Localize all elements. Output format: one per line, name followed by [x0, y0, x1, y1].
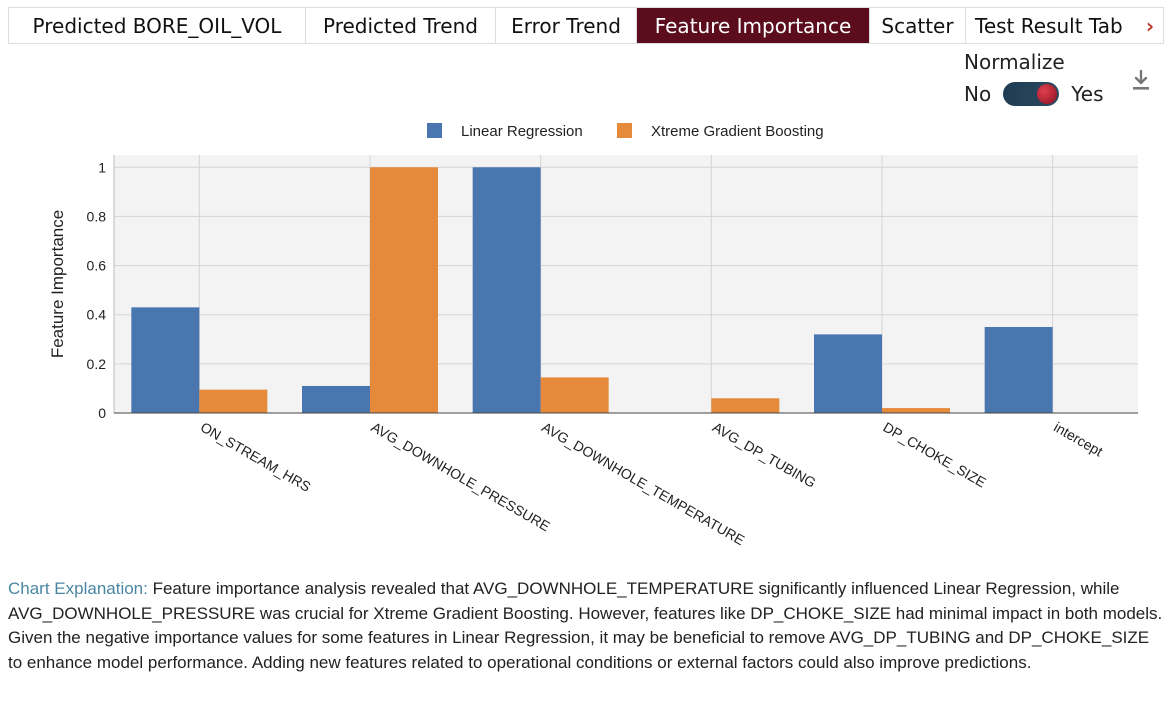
bar-xgboost[interactable]	[199, 389, 268, 413]
tab-feature-importance[interactable]: Feature Importance	[637, 8, 870, 43]
bar-linear-regression[interactable]	[131, 307, 200, 413]
y-axis-title: Feature Importance	[48, 210, 67, 358]
normalize-label: Normalize	[964, 50, 1065, 74]
normalize-off-label: No	[964, 82, 992, 106]
tab-bar: Predicted BORE_OIL_VOL Predicted Trend E…	[8, 7, 1164, 44]
bar-xgboost[interactable]	[711, 398, 780, 413]
tab-label: Predicted BORE_OIL_VOL	[32, 13, 282, 38]
bar-xgboost[interactable]	[370, 167, 438, 413]
legend-label[interactable]: Xtreme Gradient Boosting	[651, 123, 824, 140]
normalize-switch[interactable]	[1003, 82, 1060, 106]
tab-label: Feature Importance	[654, 13, 852, 38]
tab-predicted-bore-oil-vol[interactable]: Predicted BORE_OIL_VOL	[9, 8, 306, 43]
x-tick-label: ON_STREAM_HRS	[198, 419, 314, 495]
chart-bars	[131, 167, 1053, 413]
explanation-lead: Chart Explanation:	[8, 579, 148, 598]
normalize-toggle-row: No Yes	[964, 82, 1104, 106]
switch-knob	[1037, 84, 1058, 104]
bar-linear-regression[interactable]	[302, 385, 370, 413]
bar-linear-regression[interactable]	[814, 334, 882, 413]
y-tick-label: 1	[98, 159, 106, 175]
tab-test-result-tab[interactable]: Test Result Tab	[966, 8, 1137, 43]
chart-grid	[114, 155, 1138, 413]
bar-xgboost[interactable]	[540, 377, 609, 413]
y-tick-label: 0.4	[87, 307, 107, 323]
x-tick-label: DP_CHOKE_SIZE	[881, 419, 989, 491]
tab-scatter[interactable]: Scatter	[870, 8, 966, 43]
bar-linear-regression[interactable]	[984, 327, 1053, 413]
bar-xgboost[interactable]	[882, 408, 950, 413]
bar-linear-regression[interactable]	[472, 167, 541, 413]
y-tick-label: 0.6	[87, 258, 107, 274]
x-tick-label: AVG_DOWNHOLE_PRESSURE	[369, 419, 553, 535]
tab-label: Test Result Tab	[975, 13, 1123, 38]
y-tick-label: 0.2	[87, 356, 107, 372]
y-tick-label: 0.8	[87, 208, 107, 224]
explanation-text: Feature importance analysis revealed tha…	[8, 579, 1163, 672]
chevron-right-icon[interactable]: ›	[1137, 8, 1163, 43]
download-icon[interactable]	[1128, 68, 1154, 94]
chart-legend: Linear Regression Xtreme Gradient Boostin…	[427, 123, 824, 140]
legend-swatch	[427, 123, 442, 138]
normalize-on-label: Yes	[1071, 82, 1104, 106]
x-tick-label: intercept	[1051, 419, 1106, 460]
x-tick-label: AVG_DP_TUBING	[710, 419, 819, 491]
chart-explanation: Chart Explanation: Feature importance an…	[8, 577, 1168, 675]
plot-background	[114, 155, 1138, 413]
x-axis: ON_STREAM_HRS AVG_DOWNHOLE_PRESSUREAVG_DO…	[114, 412, 1138, 549]
legend-swatch	[617, 123, 632, 138]
tab-label: Predicted Trend	[323, 13, 478, 38]
feature-importance-chart: Linear Regression Xtreme Gradient Boostin…	[48, 123, 1138, 549]
x-tick-label: AVG_DOWNHOLE_TEMPERATURE	[539, 419, 747, 549]
tab-error-trend[interactable]: Error Trend	[496, 8, 637, 43]
tab-predicted-trend[interactable]: Predicted Trend	[306, 8, 496, 43]
tab-label: Scatter	[881, 13, 954, 38]
y-tick-label: 0	[98, 405, 106, 421]
y-axis: 0 0.2 0.4 0.6 0.8 1	[87, 155, 115, 421]
tab-label: Error Trend	[511, 13, 621, 38]
legend-label[interactable]: Linear Regression	[461, 123, 583, 140]
